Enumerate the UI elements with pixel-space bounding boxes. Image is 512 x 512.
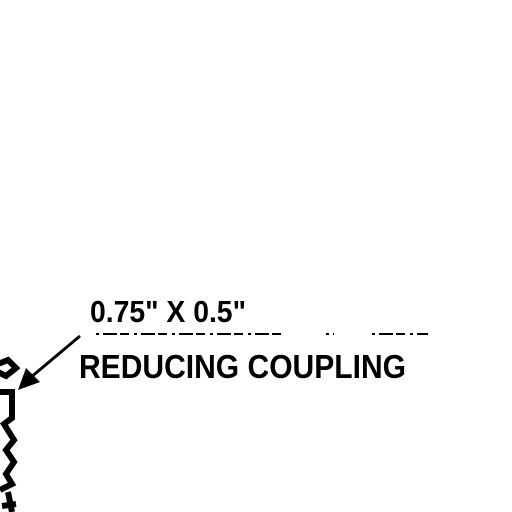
leader-arrow: [18, 334, 81, 390]
fitting-name-label: REDUCING COUPLING: [79, 348, 406, 385]
reducing-coupling-outline: [0, 356, 21, 512]
fitting-size-label: 0.75" X 0.5": [90, 294, 246, 329]
